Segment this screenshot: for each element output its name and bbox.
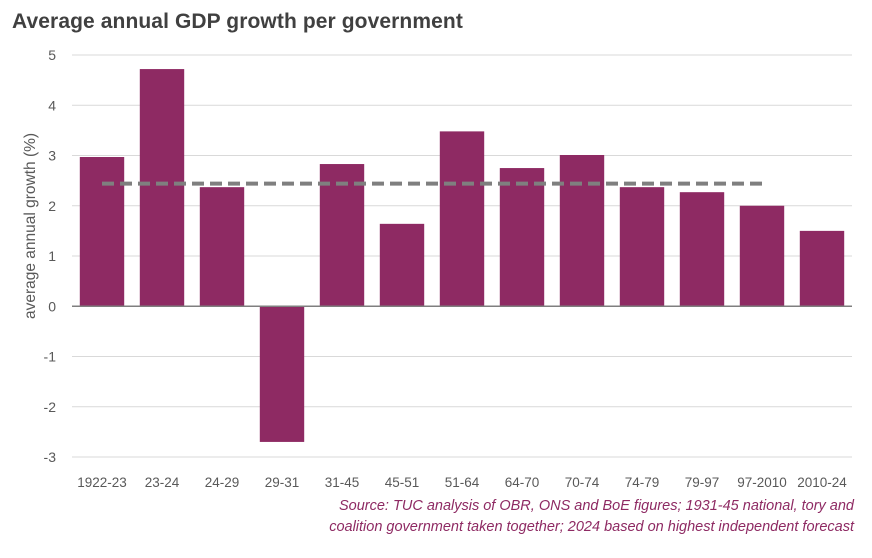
x-tick-label: 45-51 xyxy=(385,475,420,490)
chart-title: Average annual GDP growth per government xyxy=(12,10,463,33)
x-tick-label: 2010-24 xyxy=(797,475,847,490)
bar-chart: 5 4 3 2 1 0 -1 -2 -3 1922-23 23-24 24-29 29-31 31-45… xyxy=(22,47,852,490)
bar xyxy=(799,230,845,307)
bar xyxy=(259,306,305,442)
y-tick-label: 2 xyxy=(48,198,56,214)
y-axis-label: average annual growth (%) xyxy=(22,133,39,319)
bars xyxy=(79,69,845,442)
bar xyxy=(499,168,545,307)
bar xyxy=(199,187,245,307)
source-line-2: coalition government taken together; 202… xyxy=(329,519,854,535)
x-tick-label: 64-70 xyxy=(505,475,540,490)
bar xyxy=(319,164,365,307)
bar xyxy=(619,187,665,307)
y-tick-label: -3 xyxy=(44,449,57,465)
y-tick-label: 0 xyxy=(48,298,56,314)
bar xyxy=(739,205,785,307)
x-tick-label: 24-29 xyxy=(205,475,240,490)
y-tick-label: 3 xyxy=(48,148,56,164)
x-tick-label: 51-64 xyxy=(445,475,480,490)
y-tick-label: -1 xyxy=(44,349,57,365)
x-tick-label: 1922-23 xyxy=(77,475,127,490)
bar xyxy=(679,192,725,307)
x-tick-label: 23-24 xyxy=(145,475,180,490)
bar xyxy=(379,223,425,307)
bar xyxy=(139,69,185,307)
x-tick-label: 29-31 xyxy=(265,475,300,490)
source-note: Source: TUC analysis of OBR, ONS and BoE… xyxy=(254,496,854,538)
bar xyxy=(439,131,485,307)
x-tick-label: 74-79 xyxy=(625,475,660,490)
x-tick-label: 79-97 xyxy=(685,475,720,490)
x-tick-label: 31-45 xyxy=(325,475,360,490)
bar xyxy=(79,157,125,307)
x-tick-label: 70-74 xyxy=(565,475,600,490)
y-tick-label: 1 xyxy=(48,248,56,264)
x-tick-label: 97-2010 xyxy=(737,475,787,490)
x-tick-labels: 1922-23 23-24 24-29 29-31 31-45 45-51 51-64 64-… xyxy=(77,475,847,490)
y-tick-label: -2 xyxy=(44,399,57,415)
y-tick-label: 4 xyxy=(48,97,56,113)
bar xyxy=(559,154,605,307)
y-tick-label: 5 xyxy=(48,47,56,63)
y-tick-labels: 5 4 3 2 1 0 -1 -2 -3 xyxy=(44,47,57,465)
source-line-1: Source: TUC analysis of OBR, ONS and BoE… xyxy=(338,498,854,514)
